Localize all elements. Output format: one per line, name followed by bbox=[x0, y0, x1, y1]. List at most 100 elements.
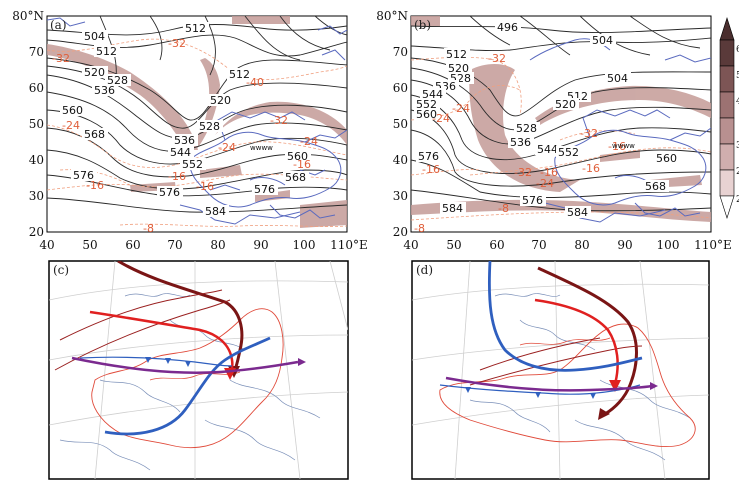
trough-arrowhead bbox=[298, 358, 306, 366]
colorbar-segment bbox=[719, 169, 735, 197]
x-tick-label: 40 bbox=[39, 238, 54, 252]
panel-label: (c) bbox=[53, 263, 69, 277]
panel-c-upper-jet bbox=[117, 261, 244, 373]
colorbar-tick-label: 36 bbox=[736, 141, 739, 151]
colorbar-tick-label: 28 bbox=[736, 167, 739, 177]
panel-label: (b) bbox=[414, 18, 431, 32]
panel-b-temp-labels: -32 -24 -24 -32 -24 -32 -16 -16 -8 -8 -1… bbox=[414, 52, 626, 235]
height-label: 504 bbox=[592, 34, 613, 47]
panel-d-province-inner bbox=[519, 337, 611, 346]
y-tick-label: 20 bbox=[393, 225, 408, 239]
height-label: 576 bbox=[254, 183, 275, 196]
height-label: 576 bbox=[73, 169, 94, 182]
temp-label: -16 bbox=[540, 166, 558, 179]
temp-label: -16 bbox=[582, 162, 600, 175]
panel-b-height-labels: 496 504 504 512 512 520 520 528 528 536 bbox=[414, 21, 680, 219]
panel-c-graticule bbox=[49, 261, 348, 479]
panel-d-jet-thin bbox=[469, 345, 643, 386]
x-tick-label: 90 bbox=[253, 238, 268, 252]
colorbar-segment bbox=[719, 39, 735, 67]
height-label: 512 bbox=[229, 68, 250, 81]
height-label: 576 bbox=[418, 150, 439, 163]
temp-label: -24 bbox=[432, 112, 450, 125]
temp-label: -32 bbox=[270, 114, 288, 127]
height-label: 584 bbox=[442, 202, 463, 215]
y-tick-label: 30 bbox=[29, 189, 44, 203]
y-tick-label: 40 bbox=[393, 153, 408, 167]
x-tick-label: 110°E bbox=[330, 238, 368, 252]
colorbar-segment bbox=[719, 143, 735, 171]
y-tick-label: 20 bbox=[29, 225, 44, 239]
x-tick-label: 70 bbox=[531, 238, 546, 252]
panel-d-jet-thin bbox=[479, 337, 601, 371]
y-tick-label: 80°N bbox=[376, 9, 408, 23]
x-tick-label: 70 bbox=[167, 238, 182, 252]
temp-label: -32 bbox=[488, 52, 506, 65]
x-tick-label: 60 bbox=[489, 238, 504, 252]
panel-a-y-ticks: 80°N 70 60 50 40 30 20 bbox=[12, 9, 44, 239]
y-tick-label: 80°N bbox=[12, 9, 44, 23]
y-tick-label: 50 bbox=[393, 117, 408, 131]
y-tick-label: 70 bbox=[393, 45, 408, 59]
x-tick-label: 80 bbox=[574, 238, 589, 252]
panel-a-x-ticks: 40 50 60 70 80 90 100 110°E bbox=[39, 238, 367, 252]
temp-label: -32 bbox=[514, 166, 532, 179]
panel-c: (c) bbox=[48, 260, 349, 480]
temp-label: -24 bbox=[300, 135, 318, 148]
height-label: 520 bbox=[84, 66, 105, 79]
height-label: 568 bbox=[285, 171, 306, 184]
height-label: 536 bbox=[94, 84, 115, 97]
height-label: 496 bbox=[497, 21, 518, 34]
cold-front-triangles bbox=[145, 357, 191, 367]
panel-d-trough-line bbox=[445, 376, 653, 392]
temp-label: -8 bbox=[498, 202, 509, 215]
panel-d-front bbox=[487, 261, 643, 372]
height-label: 552 bbox=[182, 158, 203, 171]
height-label: 576 bbox=[159, 186, 180, 199]
y-tick-label: 70 bbox=[29, 45, 44, 59]
temp-label: -24 bbox=[536, 177, 554, 190]
height-label: 528 bbox=[516, 122, 537, 135]
colorbar-bottom-arrow bbox=[719, 195, 735, 219]
height-label: 512 bbox=[185, 22, 206, 35]
panel-d-upper-jet bbox=[537, 266, 638, 416]
x-tick-label: 100 bbox=[657, 238, 680, 252]
temp-label: -32 bbox=[580, 127, 598, 140]
temp-label: -32 bbox=[168, 37, 186, 50]
height-label: 544 bbox=[537, 143, 558, 156]
panel-c-jet-thin bbox=[54, 299, 231, 371]
jet-arrowhead bbox=[609, 380, 621, 392]
x-tick-label: 110°E bbox=[694, 238, 732, 252]
height-label: 584 bbox=[205, 205, 226, 218]
x-tick-label: 40 bbox=[403, 238, 418, 252]
height-label: 536 bbox=[510, 136, 531, 149]
temp-label: -32 bbox=[52, 52, 70, 65]
height-label: 544 bbox=[422, 88, 443, 101]
panel-c-trough-line bbox=[71, 356, 299, 374]
height-label: 520 bbox=[448, 62, 469, 75]
panel-b: 496 504 504 512 512 520 520 528 528 536 bbox=[376, 9, 732, 252]
colorbar-tick-label: 52 bbox=[736, 71, 739, 81]
panel-d-province-outline bbox=[439, 323, 696, 448]
colorbar: 60 52 44 36 28 20 bbox=[719, 17, 739, 219]
panel-c-low-level-jet bbox=[89, 310, 234, 375]
height-label: 560 bbox=[656, 152, 677, 165]
height-label: 520 bbox=[210, 94, 231, 107]
temp-label: -16 bbox=[196, 180, 214, 193]
temp-label: -16 bbox=[168, 170, 186, 183]
x-tick-label: 60 bbox=[125, 238, 140, 252]
temp-label: -40 bbox=[246, 76, 264, 89]
panel-c-province-outline bbox=[91, 308, 284, 449]
x-tick-label: 100 bbox=[293, 238, 316, 252]
y-tick-label: 50 bbox=[29, 117, 44, 131]
height-label: 552 bbox=[558, 146, 579, 159]
height-label: 576 bbox=[522, 194, 543, 207]
temp-label: -24 bbox=[218, 141, 236, 154]
temp-label: -8 bbox=[414, 222, 425, 235]
height-label: 512 bbox=[446, 48, 467, 61]
panel-a-temp-labels: -32 -32 -40 -24 -24 -32 -24 -16 -16 -16 … bbox=[52, 37, 318, 232]
cold-front-triangles bbox=[465, 387, 596, 399]
height-label: 584 bbox=[567, 206, 588, 219]
temp-label: -24 bbox=[452, 102, 470, 115]
